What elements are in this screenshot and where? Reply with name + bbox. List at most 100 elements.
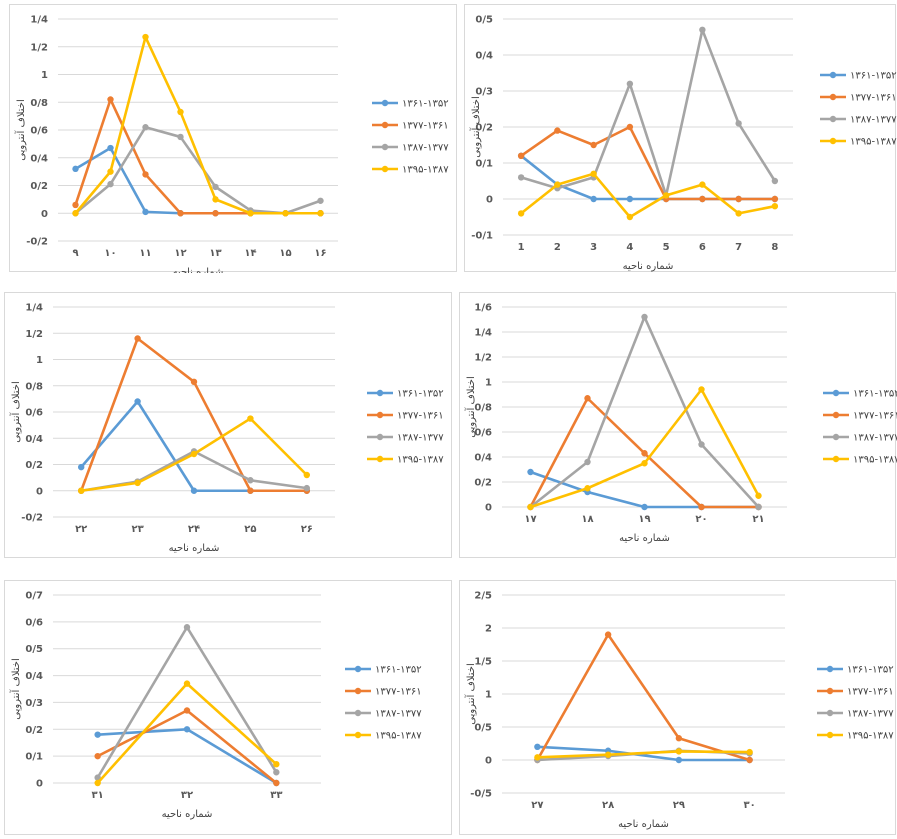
data-point — [190, 378, 198, 386]
y-tick-label: 0/4 — [30, 153, 48, 164]
data-point — [142, 33, 149, 41]
y-tick-label: 0/8 — [30, 98, 48, 109]
legend-label: ۱۳۶۱-۱۳۵۲ — [847, 665, 894, 676]
data-point — [698, 441, 705, 448]
y-tick-label: 0/2 — [25, 725, 43, 736]
data-point — [134, 335, 141, 342]
series-line — [520, 28, 776, 197]
data-point — [177, 210, 184, 217]
y-tick-label: 0/3 — [475, 87, 493, 98]
y-tick-label: 0/5 — [475, 15, 493, 26]
series-line — [529, 315, 760, 509]
y-tick-label: 0 — [485, 503, 492, 514]
legend-label: ۱۳۸۷-۱۳۷۷ — [853, 433, 897, 444]
x-axis-label: شماره ناحیه — [623, 261, 674, 272]
x-tick-label: ۲۶ — [301, 524, 313, 535]
chart-svg: -0/2 0 0/2 0/4 0/6 0/8 1 1/2 1/4 ۹ ۱۰ ۱۱ ۱۲ ۱۳ ۱۴ ۱۵ ۱۶ ش… — [14, 15, 449, 274]
data-point — [641, 503, 648, 511]
data-point — [72, 210, 79, 217]
data-point — [190, 450, 198, 458]
data-point — [212, 183, 219, 191]
data-point — [273, 779, 280, 787]
data-point — [534, 754, 541, 761]
x-tick-label: ۹ — [72, 248, 78, 259]
x-tick-label: ۱۶ — [314, 248, 326, 259]
y-axis-label: اختلاف آنتروپی — [464, 376, 477, 438]
data-point — [517, 210, 525, 217]
data-point — [183, 624, 191, 631]
y-tick-label: 1 — [485, 378, 492, 389]
x-tick-label: ۱۲ — [174, 248, 186, 259]
data-point — [675, 756, 683, 764]
x-tick-label: ۱۱ — [139, 248, 151, 259]
y-axis-label: اختلاف آنتروپی — [464, 663, 477, 725]
chart-panel-districts-17-21: 0 0/2 0/4 0/6 0/8 1 1/2 1/4 1/6 ۱۷ ۱۸ ۱۹ ۲۰ ۲۱ شماره ن… — [459, 292, 897, 558]
series-line — [530, 470, 759, 509]
x-axis-label: شماره ناحیه — [618, 819, 669, 830]
y-tick-label: 0 — [36, 779, 43, 790]
y-tick-label: 1/6 — [474, 303, 492, 314]
data-point — [107, 168, 114, 175]
data-point — [662, 192, 670, 199]
legend-label: ۱۳۹۵-۱۳۸۷ — [397, 455, 444, 466]
data-point — [626, 213, 634, 221]
y-tick-label: -0/1 — [471, 231, 493, 242]
legend-marker — [826, 709, 834, 717]
legend-label: ۱۳۶۱-۱۳۵۲ — [397, 389, 444, 400]
data-point — [107, 144, 114, 152]
data-point — [517, 152, 525, 159]
x-tick-label: 7 — [735, 242, 742, 253]
data-point — [746, 756, 753, 764]
data-point — [142, 171, 149, 178]
series-line — [520, 172, 776, 219]
legend-marker — [381, 143, 389, 151]
data-point — [590, 170, 597, 177]
y-tick-label: 0/6 — [30, 126, 48, 137]
legend-marker — [376, 455, 384, 463]
data-point — [177, 133, 184, 141]
y-tick-label: 0 — [486, 195, 493, 206]
x-tick-label: ۲۸ — [602, 800, 614, 811]
data-point — [626, 195, 634, 203]
x-tick-label: ۲۵ — [244, 524, 256, 535]
x-tick-label: 2 — [554, 242, 561, 253]
data-point — [212, 210, 219, 217]
x-tick-label: 4 — [626, 242, 633, 253]
y-tick-label: 2/5 — [474, 591, 492, 602]
data-point — [78, 487, 85, 494]
data-point — [641, 313, 648, 321]
legend-marker — [829, 137, 837, 145]
y-tick-label: 1/2 — [30, 42, 48, 53]
data-point — [590, 195, 597, 203]
legend-marker — [376, 433, 384, 441]
data-point — [735, 195, 742, 203]
legend-label: ۱۳۹۵-۱۳۸۷ — [402, 165, 449, 176]
data-point — [72, 201, 79, 209]
x-tick-label: ۳۲ — [181, 790, 193, 801]
data-point — [604, 631, 612, 638]
legend-marker — [832, 411, 840, 419]
data-point — [771, 195, 779, 203]
x-tick-label: ۲۲ — [75, 524, 87, 535]
legend-label: ۱۳۶۱-۱۳۵۲ — [402, 99, 449, 110]
data-point — [317, 197, 324, 204]
x-tick-label: ۳۳ — [270, 790, 282, 801]
y-tick-label: 1/4 — [25, 303, 43, 314]
chart-panel-districts-27-30: -0/5 0 0/5 1 1/5 2 2/5 ۲۷ ۲۸ ۲۹ ۳۰ شماره ناحیه اختلا… — [459, 580, 896, 835]
legend-marker — [829, 71, 837, 79]
legend-label: ۱۳۹۵-۱۳۸۷ — [853, 455, 897, 466]
data-point — [107, 96, 114, 103]
data-point — [190, 487, 198, 494]
legend-label: ۱۳۶۱-۱۳۵۲ — [375, 665, 422, 676]
legend-marker — [826, 665, 834, 673]
legend-marker — [832, 455, 840, 463]
data-point — [94, 752, 101, 760]
data-point — [78, 463, 85, 471]
x-tick-label: ۲۰ — [695, 514, 707, 525]
data-point — [584, 458, 591, 466]
legend-marker — [376, 411, 384, 419]
data-point — [134, 398, 141, 405]
data-point — [735, 210, 742, 217]
series-line — [97, 709, 278, 785]
data-point — [527, 503, 534, 511]
